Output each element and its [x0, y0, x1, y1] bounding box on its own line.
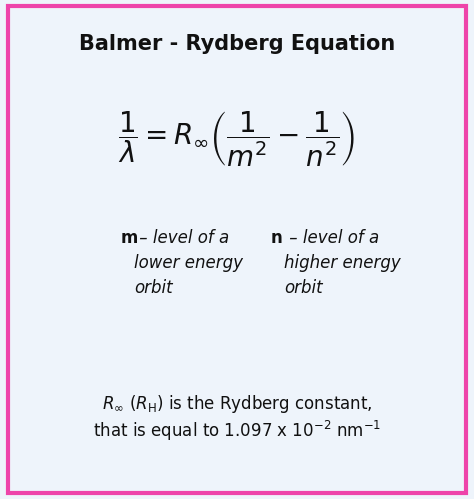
Text: Balmer - Rydberg Equation: Balmer - Rydberg Equation [79, 34, 395, 54]
Text: $\mathbf{n}$: $\mathbf{n}$ [270, 229, 283, 247]
Text: that is equal to 1.097 x 10$^{-2}$ nm$^{-1}$: that is equal to 1.097 x 10$^{-2}$ nm$^{… [93, 419, 381, 443]
FancyBboxPatch shape [8, 6, 466, 493]
Text: – level of a
lower energy
orbit: – level of a lower energy orbit [134, 229, 243, 297]
Text: $\dfrac{1}{\lambda} = R_{\infty}\left(\dfrac{1}{m^2} - \dfrac{1}{n^2}\right)$: $\dfrac{1}{\lambda} = R_{\infty}\left(\d… [118, 109, 356, 169]
Text: $\mathbf{m}$: $\mathbf{m}$ [120, 229, 138, 247]
Text: $R_{\infty}$ ($R_{\mathrm{H}}$) is the Rydberg constant,: $R_{\infty}$ ($R_{\mathrm{H}}$) is the R… [102, 393, 372, 415]
Text: – level of a
higher energy
orbit: – level of a higher energy orbit [284, 229, 401, 297]
